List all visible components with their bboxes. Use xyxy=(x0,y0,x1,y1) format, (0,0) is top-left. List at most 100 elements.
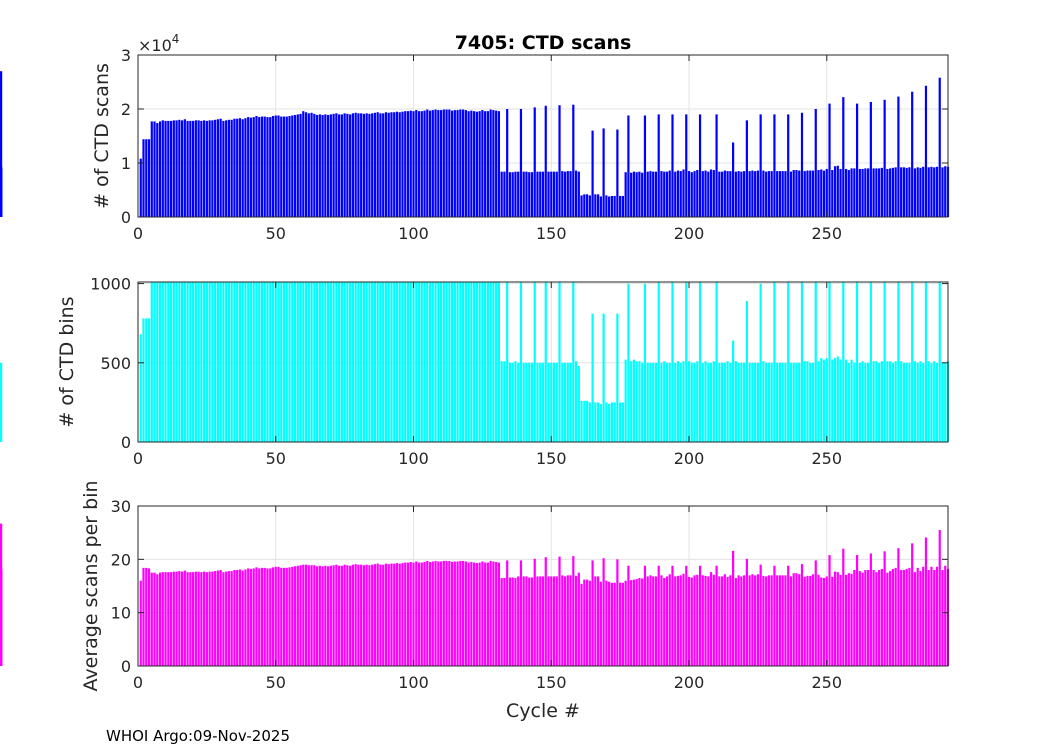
bar xyxy=(205,572,208,666)
bar xyxy=(227,282,231,442)
bar xyxy=(164,120,167,217)
bar xyxy=(484,562,487,666)
bar xyxy=(696,574,699,666)
bar xyxy=(665,171,669,217)
bar xyxy=(158,282,162,442)
bar xyxy=(406,282,410,442)
bar xyxy=(624,580,627,666)
y-tick-label: 1 xyxy=(121,154,131,173)
bar xyxy=(627,283,630,442)
bar-series xyxy=(0,71,950,218)
bar xyxy=(519,109,523,217)
bar xyxy=(663,171,666,217)
bar xyxy=(718,171,721,217)
bar xyxy=(902,167,906,217)
bar xyxy=(139,334,142,442)
bar xyxy=(244,569,247,666)
bar xyxy=(238,282,242,442)
bar xyxy=(941,167,944,217)
y-tick-label: 20 xyxy=(111,550,131,569)
bar xyxy=(426,282,429,442)
bar xyxy=(495,562,498,666)
bar xyxy=(539,362,542,442)
bar xyxy=(236,570,239,666)
bar xyxy=(897,548,900,666)
x-tick-label: 250 xyxy=(812,224,843,243)
bar xyxy=(712,574,715,666)
bar xyxy=(726,171,729,217)
bar xyxy=(349,114,352,217)
bar xyxy=(869,101,872,217)
bar xyxy=(533,558,536,666)
x-tick-label: 150 xyxy=(536,224,567,243)
bar xyxy=(935,166,939,217)
bar xyxy=(935,566,939,666)
bar xyxy=(178,282,181,442)
bar xyxy=(886,572,889,666)
bar xyxy=(657,282,660,442)
bar xyxy=(756,362,759,442)
bar xyxy=(285,116,288,217)
bar xyxy=(453,110,456,217)
bar xyxy=(522,171,525,217)
bar xyxy=(817,574,820,666)
bar xyxy=(814,282,817,442)
bar xyxy=(368,282,371,442)
bar xyxy=(825,576,828,666)
y-tick-labels: 0 500 1000 xyxy=(90,275,131,452)
bar xyxy=(809,575,812,666)
bar xyxy=(875,168,878,217)
bar xyxy=(376,563,379,666)
bar xyxy=(335,113,338,217)
bar xyxy=(720,362,724,442)
bar xyxy=(889,571,892,666)
bar xyxy=(180,571,184,666)
bar xyxy=(657,565,660,666)
bar xyxy=(679,362,682,442)
bar xyxy=(280,567,283,666)
bar xyxy=(751,362,754,442)
bar xyxy=(855,282,859,442)
bar xyxy=(357,564,360,666)
bar xyxy=(481,282,484,442)
bar xyxy=(610,195,613,217)
bar xyxy=(269,568,272,666)
bar xyxy=(599,196,602,217)
bar xyxy=(566,171,569,217)
bar xyxy=(470,110,473,217)
bar xyxy=(693,171,696,217)
bar xyxy=(426,560,429,666)
bar xyxy=(467,562,470,666)
bar xyxy=(878,570,881,666)
bar xyxy=(315,114,319,217)
bar xyxy=(902,362,906,442)
bar xyxy=(679,575,682,666)
bar xyxy=(327,566,330,666)
bar xyxy=(781,171,784,217)
bar xyxy=(437,110,440,217)
bar xyxy=(431,561,434,666)
x-tick-label: 200 xyxy=(674,224,705,243)
bar xyxy=(627,565,630,666)
bar xyxy=(682,573,685,666)
bar xyxy=(927,167,930,217)
bar xyxy=(230,119,233,217)
bar xyxy=(528,577,531,666)
bar xyxy=(541,576,545,666)
bar xyxy=(307,113,310,217)
bar xyxy=(354,282,357,442)
bar xyxy=(271,116,275,217)
bar xyxy=(864,570,867,666)
bar xyxy=(175,571,178,666)
bar xyxy=(844,574,848,666)
y-tick-label: 3 xyxy=(121,46,131,65)
bar xyxy=(748,171,751,217)
bar xyxy=(572,556,575,666)
bar xyxy=(293,114,297,217)
bar xyxy=(464,110,467,217)
bar xyxy=(189,282,192,442)
x-tick-label: 100 xyxy=(398,673,429,692)
bar xyxy=(660,575,663,666)
bar xyxy=(183,282,186,442)
bar xyxy=(365,282,368,442)
